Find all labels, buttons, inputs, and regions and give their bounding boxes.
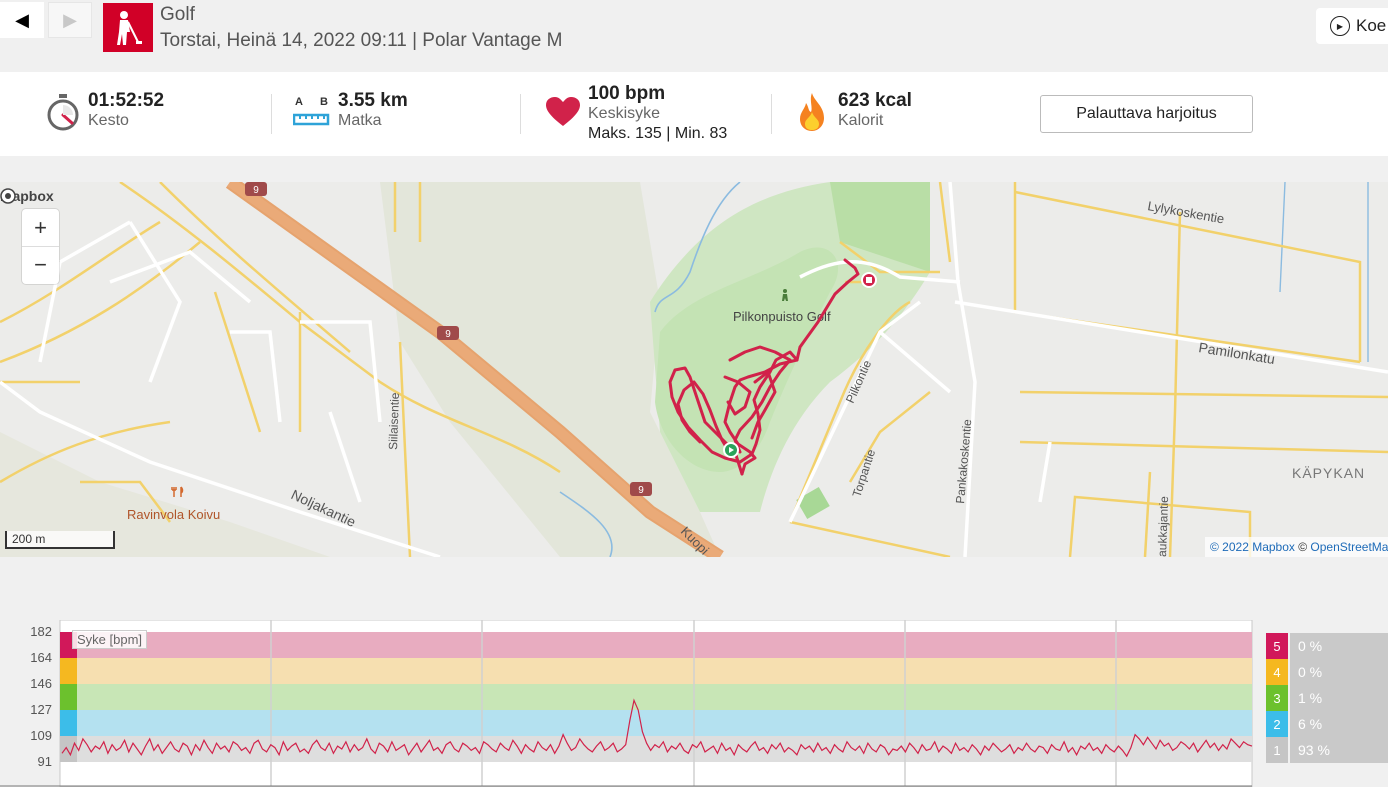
sport-name: Golf bbox=[160, 4, 195, 25]
distance-stat: 3.55 km Matka bbox=[338, 90, 408, 130]
zone-percentage: 93 % bbox=[1290, 737, 1388, 763]
zone-marker-1 bbox=[60, 736, 77, 762]
svg-text:9: 9 bbox=[445, 329, 451, 340]
divider bbox=[771, 94, 772, 134]
golf-sport-icon bbox=[103, 3, 153, 52]
zone-marker-3 bbox=[60, 684, 77, 710]
road-shield-9: 9 bbox=[245, 182, 267, 196]
zone-band-2 bbox=[77, 710, 1252, 736]
zone-number: 3 bbox=[1266, 685, 1288, 711]
calories-value: 623 kcal bbox=[838, 90, 912, 111]
distance-point-a: A bbox=[295, 96, 303, 108]
zone-percentage: 0 % bbox=[1290, 659, 1388, 685]
zone-percentage: 6 % bbox=[1290, 711, 1388, 737]
heart-rate-line bbox=[61, 698, 1253, 758]
mapbox-attribution-link[interactable]: © 2022 Mapbox bbox=[1210, 540, 1295, 554]
zone-number: 1 bbox=[1266, 737, 1288, 763]
map-attribution: © 2022 Mapbox © OpenStreetMap bbox=[1205, 537, 1388, 557]
previous-session-button[interactable]: ◀ bbox=[0, 2, 44, 38]
zoom-controls: + − bbox=[22, 209, 59, 284]
zone-percentage: 0 % bbox=[1290, 633, 1388, 659]
svg-text:9: 9 bbox=[253, 185, 259, 196]
distance-label: Matka bbox=[338, 112, 382, 129]
chart-legend: Syke [bpm] bbox=[72, 630, 148, 649]
zone-marker-4 bbox=[60, 658, 77, 684]
heart-rate-value: 100 bpm bbox=[588, 83, 666, 104]
zone-number: 5 bbox=[1266, 633, 1288, 659]
tryout-button-label: Koe bbox=[1356, 16, 1387, 35]
zoom-in-button[interactable]: + bbox=[34, 214, 47, 240]
play-icon: ▶ bbox=[1330, 16, 1350, 36]
y-tick-label: 109 bbox=[30, 728, 52, 743]
mapbox-logo-icon bbox=[0, 188, 16, 204]
golf-poi-icon bbox=[782, 289, 788, 301]
osm-attribution-link[interactable]: OpenStreetMap bbox=[1310, 540, 1388, 554]
zone-marker-2 bbox=[60, 710, 77, 736]
flame-icon bbox=[798, 92, 826, 137]
distance-point-b: B bbox=[320, 96, 328, 108]
duration-label: Kesto bbox=[88, 112, 129, 129]
zone-band-3 bbox=[77, 684, 1252, 710]
next-session-button[interactable]: ▶ bbox=[48, 2, 92, 38]
tryout-button[interactable]: ▶ Koe bbox=[1316, 8, 1388, 44]
zone-number: 4 bbox=[1266, 659, 1288, 685]
calories-label: Kalorit bbox=[838, 112, 884, 129]
distance-icon: A B bbox=[293, 94, 331, 130]
street-label: Torpantie bbox=[850, 447, 879, 499]
map-canvas[interactable]: 9 9 9 Lylykoskentie Pamilonkatu Pilkonpu… bbox=[0, 182, 1388, 557]
duration-value: 01:52:52 bbox=[88, 90, 165, 111]
map-scale: 200 m bbox=[5, 531, 115, 549]
y-tick-label: 182 bbox=[30, 624, 52, 639]
poi-label: Ravinvola Koivu bbox=[127, 507, 220, 522]
stopwatch-icon bbox=[46, 93, 80, 136]
y-tick-label: 164 bbox=[30, 650, 52, 665]
distance-value: 3.55 km bbox=[338, 90, 408, 111]
heart-rate-minmax: Maks. 135 | Min. 83 bbox=[588, 125, 728, 142]
session-meta: Torstai, Heinä 14, 2022 09:11 | Polar Va… bbox=[160, 30, 563, 51]
y-tick-label: 127 bbox=[30, 702, 52, 717]
svg-text:9: 9 bbox=[638, 485, 644, 496]
zone-band-5 bbox=[77, 632, 1252, 658]
route-end-marker bbox=[861, 272, 877, 288]
area-label: KÄPYKAN bbox=[1292, 465, 1365, 481]
zone-badge-1[interactable]: 1 93 % bbox=[1266, 737, 1388, 763]
zoom-out-button[interactable]: − bbox=[22, 246, 59, 283]
restaurant-icon bbox=[171, 486, 184, 497]
place-label: Pilkonpuisto Golf bbox=[733, 309, 831, 324]
duration-stat: 01:52:52 Kesto bbox=[88, 90, 164, 130]
street-label: aukkajantie bbox=[1155, 496, 1171, 557]
attribution-separator: © bbox=[1294, 540, 1311, 554]
zone-number: 2 bbox=[1266, 711, 1288, 737]
road-shield-9: 9 bbox=[630, 482, 652, 496]
heart-rate-plot[interactable] bbox=[0, 620, 1260, 787]
zone-band-1 bbox=[77, 736, 1252, 762]
training-benefit-button[interactable]: Palauttava harjoitus bbox=[1040, 95, 1253, 133]
heart-rate-stat: 100 bpm Keskisyke Maks. 135 | Min. 83 bbox=[588, 83, 727, 145]
route-start-marker bbox=[723, 442, 739, 458]
zone-percentage: 1 % bbox=[1290, 685, 1388, 711]
header: ◀ ▶ Golf Torstai, Heinä 14, 2022 09:11 |… bbox=[0, 0, 1388, 72]
route-map[interactable]: 9 9 9 Lylykoskentie Pamilonkatu Pilkonpu… bbox=[0, 182, 1388, 557]
heart-icon bbox=[546, 97, 580, 132]
mapbox-logo[interactable]: mapbox bbox=[0, 188, 54, 204]
heart-rate-label: Keskisyke bbox=[588, 105, 661, 122]
street-label: Siilaisentie bbox=[386, 392, 402, 450]
route-track bbox=[668, 258, 860, 476]
divider bbox=[271, 94, 272, 134]
divider bbox=[520, 94, 521, 134]
calories-stat: 623 kcal Kalorit bbox=[838, 90, 912, 130]
y-tick-label: 91 bbox=[37, 754, 52, 769]
zone-band-4 bbox=[77, 658, 1252, 684]
summary-bar: 01:52:52 Kesto A B 3.55 km Matka 100 bpm… bbox=[0, 72, 1388, 156]
road-shield-9: 9 bbox=[437, 326, 459, 340]
street-label: Noljakantie bbox=[289, 486, 359, 530]
y-tick-label: 146 bbox=[30, 676, 52, 691]
